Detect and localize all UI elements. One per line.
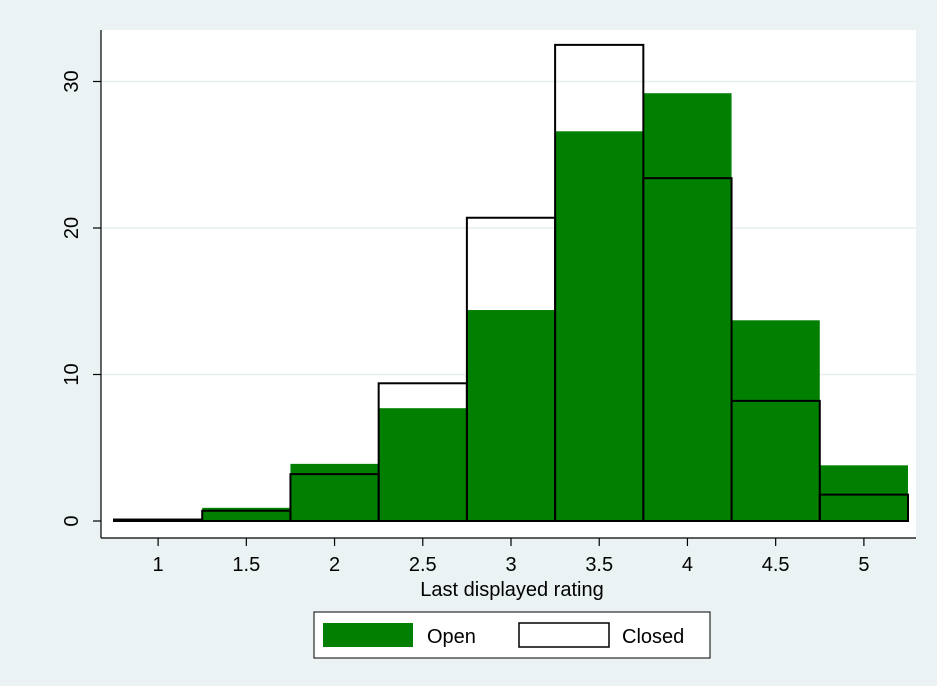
x-tick-label: 1.5	[232, 554, 260, 576]
x-tick-label: 4	[682, 554, 693, 576]
bar-open	[555, 131, 644, 521]
legend-label-open: Open	[427, 626, 476, 648]
bar-open	[466, 310, 556, 521]
bar-open	[819, 465, 908, 521]
x-tick-label: 2	[329, 554, 340, 576]
x-tick-label: 3	[505, 554, 516, 576]
legend-label-closed: Closed	[622, 626, 684, 648]
legend-swatch-closed	[518, 622, 610, 648]
bar-open	[731, 320, 820, 521]
y-tick-label: 10	[61, 363, 83, 385]
bar-closed	[730, 399, 821, 522]
x-tick-label: 1	[153, 554, 164, 576]
legend-swatch-open	[323, 623, 413, 647]
bar-closed	[113, 518, 204, 522]
x-tick-label: 3.5	[585, 554, 613, 576]
legend: Open Closed	[313, 611, 711, 659]
bar-open	[290, 463, 379, 521]
x-tick-label: 4.5	[762, 554, 790, 576]
bar-open	[643, 93, 732, 521]
y-tick-label: 30	[61, 70, 83, 92]
bar-open	[378, 408, 467, 521]
y-tick-label: 0	[61, 515, 83, 526]
x-tick-label: 2.5	[409, 554, 437, 576]
bar-closed	[642, 177, 733, 522]
x-tick-label: 5	[858, 554, 869, 576]
bar-closed	[818, 493, 909, 523]
y-tick-label: 20	[61, 217, 83, 239]
x-axis-title: Last displayed rating	[420, 579, 603, 601]
